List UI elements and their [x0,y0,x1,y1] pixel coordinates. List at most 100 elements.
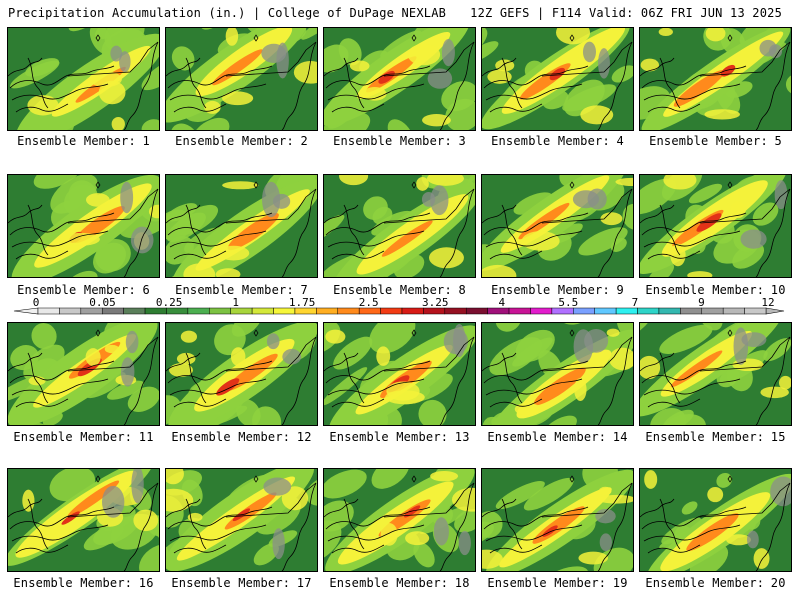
colorbar-tick-label: 0.05 [89,296,116,309]
ensemble-member-label: Ensemble Member: 3 [320,134,480,148]
member-label-prefix: Ensemble Member: [491,134,610,148]
member-label-prefix: Ensemble Member: [175,283,294,297]
ensemble-member-label: Ensemble Member: 16 [4,576,164,590]
ensemble-member-label: Ensemble Member: 11 [4,430,164,444]
ensemble-member-map-18 [323,468,476,572]
ensemble-member-map-1 [7,27,160,131]
model-run-valid-time: 12Z GEFS | F114 Valid: 06Z FRI JUN 13 20… [470,6,782,20]
member-label-prefix: Ensemble Member: [329,430,449,444]
member-label-prefix: Ensemble Member: [491,283,610,297]
precip-map-image [482,323,633,425]
ensemble-member-map-2 [165,27,318,131]
ensemble-member-label: Ensemble Member: 1 [4,134,164,148]
colorbar-tick-label: 0 [33,296,40,309]
ensemble-member-map-15 [639,322,792,426]
colorbar-tick-label: 7 [632,296,639,309]
precip-map-image [640,323,791,425]
ensemble-member-label: Ensemble Member: 9 [478,283,638,297]
member-number: 9 [616,283,624,297]
colorbar-tick-label: 3.25 [422,296,449,309]
ensemble-member-label: Ensemble Member: 20 [636,576,796,590]
colorbar-bin [380,307,403,315]
precip-map-image [8,323,159,425]
colorbar-bin [337,307,360,315]
colorbar-bin [637,307,660,315]
ensemble-member-map-9 [481,174,634,278]
ensemble-member-label: Ensemble Member: 10 [636,283,796,297]
precip-map-image [8,175,159,277]
member-label-prefix: Ensemble Member: [17,283,136,297]
precip-map-image [640,175,791,277]
member-label-prefix: Ensemble Member: [649,134,768,148]
colorbar-tick-label: 0.25 [156,296,183,309]
member-number: 14 [612,430,628,444]
ensemble-member-label: Ensemble Member: 14 [478,430,638,444]
ensemble-member-label: Ensemble Member: 17 [162,576,322,590]
precip-map-image [640,28,791,130]
member-number: 11 [138,430,154,444]
ensemble-member-map-3 [323,27,476,131]
colorbar-bin [251,307,274,315]
ensemble-member-label: Ensemble Member: 18 [320,576,480,590]
member-label-prefix: Ensemble Member: [645,283,765,297]
colorbar-tick-label: 1.75 [289,296,316,309]
colorbar-tick-label: 4 [499,296,506,309]
member-label-prefix: Ensemble Member: [171,430,291,444]
precip-map-image [482,28,633,130]
precip-map-image [166,175,317,277]
colorbar-bin [316,307,339,315]
precip-map-image [324,323,475,425]
colorbar-bin [508,307,531,315]
ensemble-member-label: Ensemble Member: 4 [478,134,638,148]
member-number: 4 [616,134,624,148]
member-number: 7 [300,283,308,297]
colorbar-bin [187,307,210,315]
ensemble-member-label: Ensemble Member: 15 [636,430,796,444]
precip-map-image [482,469,633,571]
colorbar-tick-label: 2.5 [359,296,379,309]
member-label-prefix: Ensemble Member: [333,283,452,297]
ensemble-member-label: Ensemble Member: 7 [162,283,322,297]
colorbar-bin [701,307,724,315]
ensemble-member-map-19 [481,468,634,572]
colorbar-bin [209,307,231,315]
map-header: Precipitation Accumulation (in.) | Colle… [0,0,800,26]
member-label-prefix: Ensemble Member: [17,134,136,148]
colorbar-tick-label: 12 [761,296,774,309]
ensemble-member-label: Ensemble Member: 5 [636,134,796,148]
colorbar-svg: 0 0.05 0.25 1 1.75 2.5 3.25 4 5.5 7 9 12 [13,296,785,315]
member-number: 5 [774,134,782,148]
ensemble-member-label: Ensemble Member: 2 [162,134,322,148]
colorbar-bin [37,307,60,315]
ensemble-member-label: Ensemble Member: 19 [478,576,638,590]
member-number: 8 [458,283,466,297]
precip-map-image [640,469,791,571]
ensemble-member-map-4 [481,27,634,131]
member-label-prefix: Ensemble Member: [645,576,765,590]
member-label-prefix: Ensemble Member: [645,430,765,444]
precipitation-colorbar: 0 0.05 0.25 1 1.75 2.5 3.25 4 5.5 7 9 12 [0,296,800,322]
ensemble-member-label: Ensemble Member: 13 [320,430,480,444]
precip-map-image [8,28,159,130]
precip-map-image [166,28,317,130]
colorbar-bin [401,307,424,315]
map-title: Precipitation Accumulation (in.) | Colle… [8,6,447,20]
member-number: 17 [296,576,312,590]
ensemble-member-map-16 [7,468,160,572]
member-number: 19 [612,576,628,590]
ensemble-member-map-5 [639,27,792,131]
colorbar-bin [744,307,767,315]
member-number: 6 [142,283,150,297]
colorbar-bin [123,307,146,315]
member-number: 18 [454,576,470,590]
colorbar-bin [658,307,681,315]
colorbar-bin [594,307,617,315]
ensemble-member-map-12 [165,322,318,426]
ensemble-member-map-10 [639,174,792,278]
precip-map-image [482,175,633,277]
colorbar-bin [530,307,553,315]
member-label-prefix: Ensemble Member: [13,576,133,590]
colorbar-tick-label: 1 [232,296,239,309]
member-label-prefix: Ensemble Member: [333,134,452,148]
precip-map-image [8,469,159,571]
